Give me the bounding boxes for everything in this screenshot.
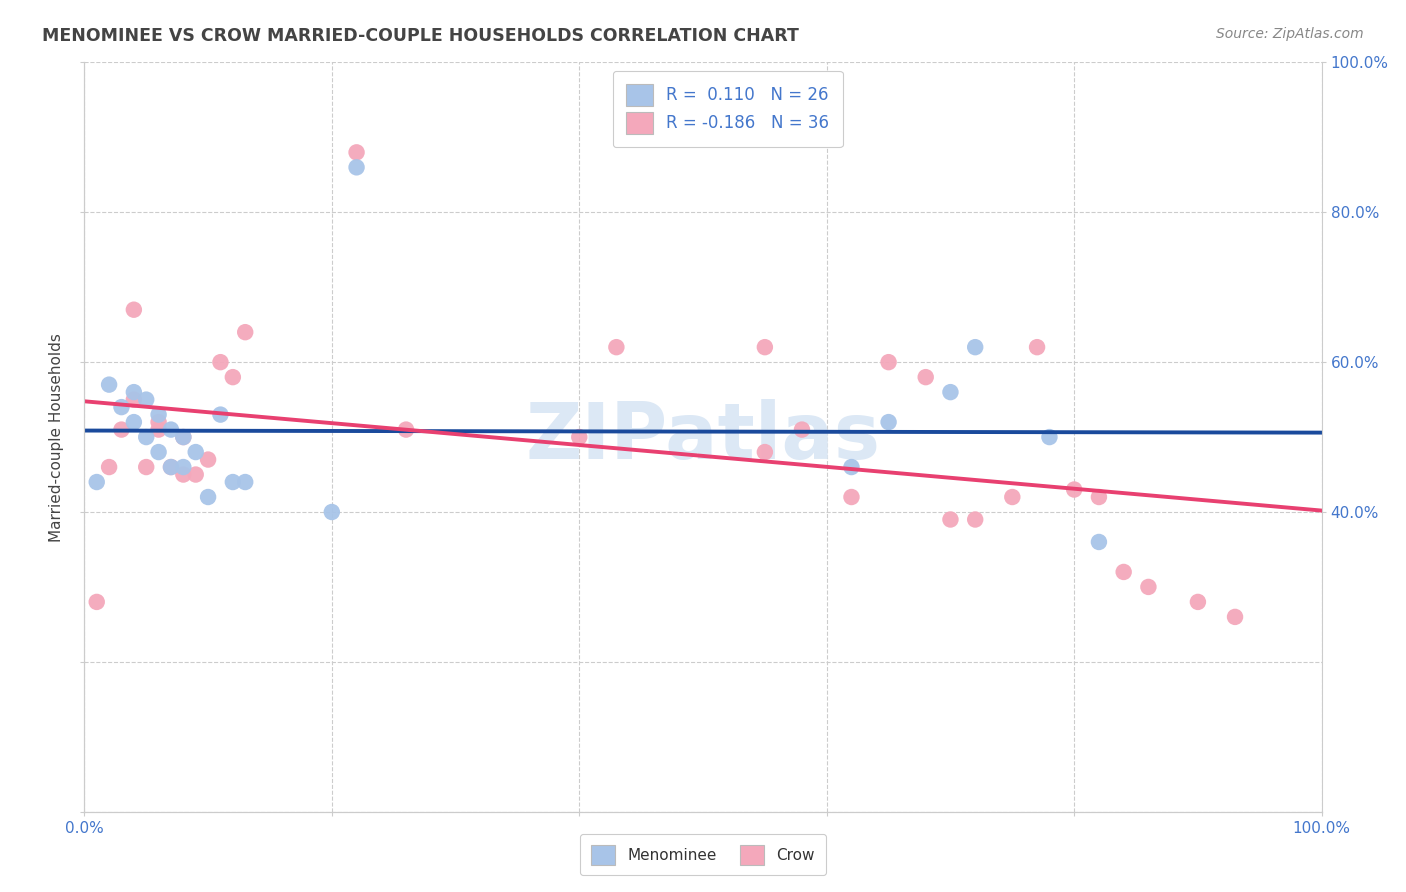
Point bbox=[841, 460, 863, 475]
Point bbox=[1001, 490, 1024, 504]
Point bbox=[914, 370, 936, 384]
Point bbox=[172, 430, 194, 444]
Point bbox=[395, 423, 418, 437]
Point bbox=[148, 445, 170, 459]
Point bbox=[233, 325, 256, 339]
Point bbox=[965, 340, 987, 354]
Point bbox=[321, 505, 343, 519]
Point bbox=[122, 385, 145, 400]
Point bbox=[233, 475, 256, 489]
Point bbox=[98, 460, 121, 475]
Point bbox=[790, 423, 813, 437]
Point bbox=[98, 377, 121, 392]
Point bbox=[160, 460, 183, 475]
Point bbox=[1063, 483, 1085, 497]
Point bbox=[877, 355, 900, 369]
Point bbox=[209, 408, 232, 422]
Point bbox=[160, 460, 183, 475]
Point bbox=[148, 423, 170, 437]
Point bbox=[122, 415, 145, 429]
Point bbox=[1112, 565, 1135, 579]
Point bbox=[939, 512, 962, 526]
Point bbox=[1088, 535, 1111, 549]
Point bbox=[197, 452, 219, 467]
Point bbox=[568, 430, 591, 444]
Point bbox=[877, 415, 900, 429]
Point bbox=[209, 355, 232, 369]
Point bbox=[1137, 580, 1160, 594]
Point bbox=[965, 512, 987, 526]
Point bbox=[135, 392, 157, 407]
Point bbox=[605, 340, 627, 354]
Point bbox=[160, 423, 183, 437]
Point bbox=[86, 595, 108, 609]
Point bbox=[1187, 595, 1209, 609]
Point bbox=[754, 340, 776, 354]
Point bbox=[346, 145, 368, 160]
Point bbox=[148, 408, 170, 422]
Text: ZIPatlas: ZIPatlas bbox=[526, 399, 880, 475]
Text: MENOMINEE VS CROW MARRIED-COUPLE HOUSEHOLDS CORRELATION CHART: MENOMINEE VS CROW MARRIED-COUPLE HOUSEHO… bbox=[42, 27, 799, 45]
Point bbox=[86, 475, 108, 489]
Point bbox=[222, 475, 245, 489]
Point bbox=[172, 460, 194, 475]
Point bbox=[197, 490, 219, 504]
Point bbox=[110, 400, 132, 414]
Point bbox=[135, 460, 157, 475]
Point bbox=[135, 430, 157, 444]
Point bbox=[939, 385, 962, 400]
Point bbox=[754, 445, 776, 459]
Point bbox=[172, 430, 194, 444]
Point bbox=[841, 490, 863, 504]
Point bbox=[184, 445, 207, 459]
Legend: Menominee, Crow: Menominee, Crow bbox=[581, 834, 825, 875]
Y-axis label: Married-couple Households: Married-couple Households bbox=[49, 333, 65, 541]
Point bbox=[148, 415, 170, 429]
Point bbox=[1088, 490, 1111, 504]
Point bbox=[110, 423, 132, 437]
Point bbox=[122, 392, 145, 407]
Point bbox=[346, 161, 368, 175]
Point bbox=[1026, 340, 1049, 354]
Point bbox=[1038, 430, 1060, 444]
Point bbox=[172, 467, 194, 482]
Text: Source: ZipAtlas.com: Source: ZipAtlas.com bbox=[1216, 27, 1364, 41]
Point bbox=[122, 302, 145, 317]
Point bbox=[222, 370, 245, 384]
Legend: R =  0.110   N = 26, R = -0.186   N = 36: R = 0.110 N = 26, R = -0.186 N = 36 bbox=[613, 70, 842, 147]
Point bbox=[1223, 610, 1246, 624]
Point bbox=[184, 467, 207, 482]
